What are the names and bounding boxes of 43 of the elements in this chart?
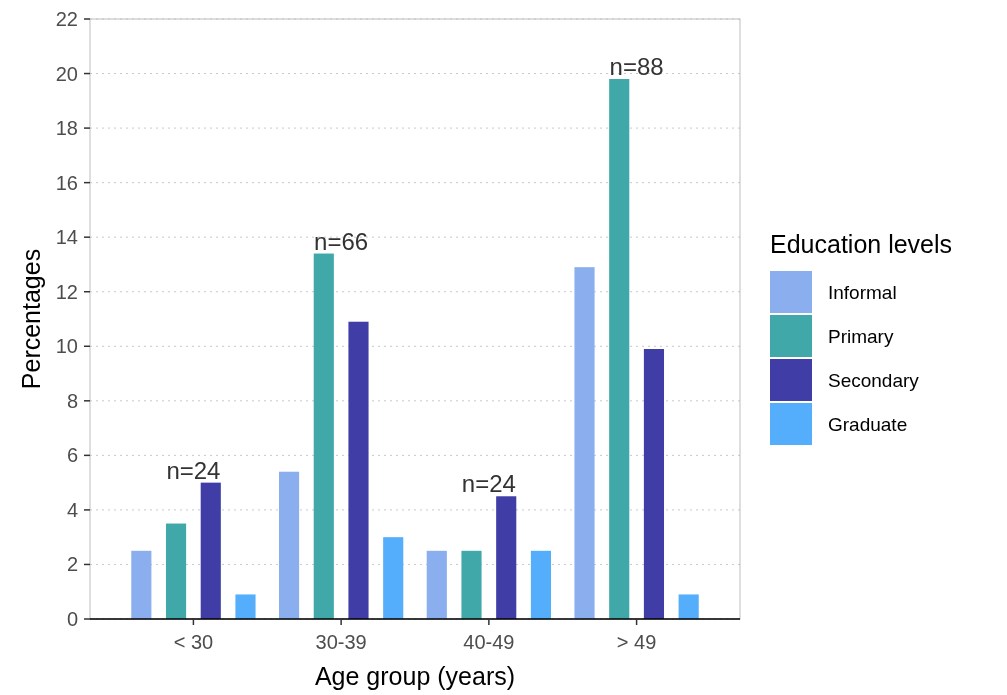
bar [461, 550, 482, 619]
y-tick-label: 22 [55, 8, 78, 30]
bar [609, 79, 630, 619]
annotation: n=66 [314, 227, 369, 255]
bar [200, 482, 221, 619]
bar [530, 550, 552, 619]
legend-title: Education levels [770, 230, 953, 258]
legend-label: Graduate [828, 413, 908, 435]
bar [313, 253, 334, 619]
y-tick-label: 16 [55, 171, 78, 194]
y-tick-label: 12 [55, 280, 78, 303]
bar [643, 349, 665, 619]
annotation: n=24 [166, 456, 221, 484]
y-tick-label: 18 [55, 117, 78, 140]
bar [496, 496, 517, 619]
x-tick-label: 40-49 [463, 631, 515, 653]
x-axis-title: Age group (years) [314, 662, 516, 690]
bar [574, 267, 595, 619]
bar [678, 594, 699, 619]
x-tick-label: > 49 [616, 631, 657, 653]
bar [131, 550, 152, 619]
bar [279, 471, 300, 619]
annotation: n=88 [609, 53, 664, 80]
legend-label: Primary [828, 325, 894, 347]
bar [383, 537, 404, 619]
y-tick-label: 2 [66, 553, 78, 576]
y-tick-label: 20 [55, 62, 78, 85]
bar [235, 594, 256, 619]
y-tick-label: 8 [66, 389, 78, 412]
y-tick-label: 4 [66, 498, 78, 521]
legend-label: Secondary [828, 369, 920, 391]
x-tick-label: < 30 [173, 631, 214, 653]
legend-label: Informal [828, 281, 897, 303]
y-tick-label: 6 [66, 444, 78, 467]
y-axis-title: Percentages [17, 248, 45, 390]
y-tick-label: 0 [66, 608, 78, 630]
y-tick-label: 10 [55, 335, 78, 358]
annotation: n=24 [461, 470, 516, 498]
bar [348, 321, 369, 619]
bar [165, 523, 187, 619]
y-tick-label: 14 [55, 226, 78, 249]
x-tick-label: 30-39 [315, 631, 367, 653]
bar [426, 550, 447, 619]
